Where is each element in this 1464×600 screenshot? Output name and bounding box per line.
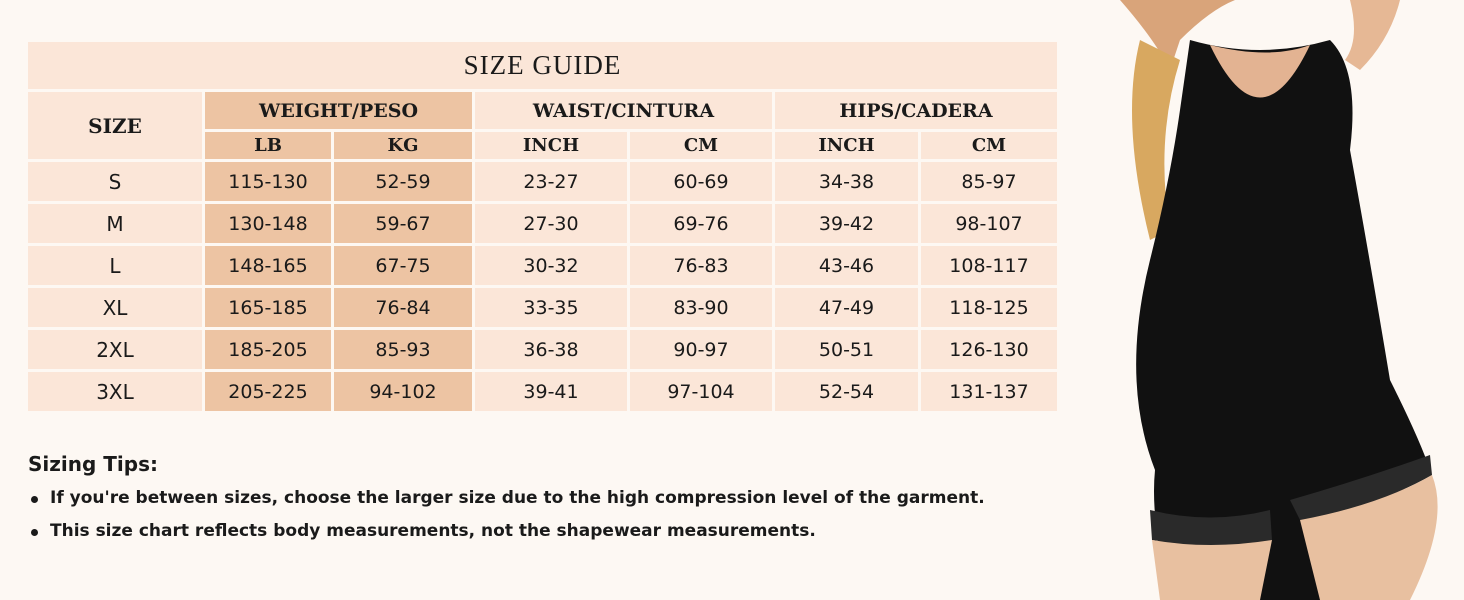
value-cell: 60-69 xyxy=(630,162,772,201)
hips-header: HIPS/CADERA xyxy=(775,92,1057,129)
value-cell: 67-75 xyxy=(334,246,472,285)
value-cell: 118-125 xyxy=(921,288,1057,327)
value-cell: 76-84 xyxy=(334,288,472,327)
tip-item: If you're between sizes, choose the larg… xyxy=(28,488,985,508)
value-cell: 43-46 xyxy=(775,246,918,285)
size-cell: L xyxy=(28,246,202,285)
tip-item: This size chart reflects body measuremen… xyxy=(28,521,985,541)
size-cell: M xyxy=(28,204,202,243)
value-cell: 126-130 xyxy=(921,330,1057,369)
table-row: M 130-148 59-67 27-30 69-76 39-42 98-107 xyxy=(28,204,1057,243)
size-cell: 2XL xyxy=(28,330,202,369)
value-cell: 33-35 xyxy=(475,288,627,327)
value-cell: 39-41 xyxy=(475,372,627,411)
table-row: 3XL 205-225 94-102 39-41 97-104 52-54 131-137 xyxy=(28,372,1057,411)
value-cell: 39-42 xyxy=(775,204,918,243)
value-cell: 76-83 xyxy=(630,246,772,285)
subheader-waist-cm: CM xyxy=(630,132,772,159)
value-cell: 23-27 xyxy=(475,162,627,201)
value-cell: 27-30 xyxy=(475,204,627,243)
subheader-waist-inch: INCH xyxy=(475,132,627,159)
value-cell: 85-97 xyxy=(921,162,1057,201)
waist-header: WAIST/CINTURA xyxy=(475,92,772,129)
size-cell: S xyxy=(28,162,202,201)
value-cell: 97-104 xyxy=(630,372,772,411)
model-photo xyxy=(1120,0,1438,600)
value-cell: 165-185 xyxy=(205,288,331,327)
size-header: SIZE xyxy=(28,92,202,159)
table-row: 2XL 185-205 85-93 36-38 90-97 50-51 126-130 xyxy=(28,330,1057,369)
value-cell: 30-32 xyxy=(475,246,627,285)
value-cell: 90-97 xyxy=(630,330,772,369)
size-cell: XL xyxy=(28,288,202,327)
value-cell: 47-49 xyxy=(775,288,918,327)
table-title: SIZE GUIDE xyxy=(28,42,1057,89)
table-row: XL 165-185 76-84 33-35 83-90 47-49 118-125 xyxy=(28,288,1057,327)
size-guide-table: SIZE GUIDE SIZE WEIGHT/PESO WAIST/CINTUR… xyxy=(25,39,1060,414)
value-cell: 83-90 xyxy=(630,288,772,327)
value-cell: 50-51 xyxy=(775,330,918,369)
value-cell: 69-76 xyxy=(630,204,772,243)
value-cell: 115-130 xyxy=(205,162,331,201)
value-cell: 85-93 xyxy=(334,330,472,369)
size-cell: 3XL xyxy=(28,372,202,411)
value-cell: 34-38 xyxy=(775,162,918,201)
value-cell: 94-102 xyxy=(334,372,472,411)
subheader-hips-inch: INCH xyxy=(775,132,918,159)
value-cell: 98-107 xyxy=(921,204,1057,243)
subheader-kg: KG xyxy=(334,132,472,159)
value-cell: 148-165 xyxy=(205,246,331,285)
value-cell: 205-225 xyxy=(205,372,331,411)
value-cell: 185-205 xyxy=(205,330,331,369)
tips-heading: Sizing Tips: xyxy=(28,452,158,476)
weight-header: WEIGHT/PESO xyxy=(205,92,472,129)
value-cell: 36-38 xyxy=(475,330,627,369)
value-cell: 131-137 xyxy=(921,372,1057,411)
subheader-hips-cm: CM xyxy=(921,132,1057,159)
subheader-lb: LB xyxy=(205,132,331,159)
table-row: L 148-165 67-75 30-32 76-83 43-46 108-117 xyxy=(28,246,1057,285)
value-cell: 59-67 xyxy=(334,204,472,243)
value-cell: 52-54 xyxy=(775,372,918,411)
value-cell: 108-117 xyxy=(921,246,1057,285)
table-row: S 115-130 52-59 23-27 60-69 34-38 85-97 xyxy=(28,162,1057,201)
value-cell: 52-59 xyxy=(334,162,472,201)
sizing-tips: Sizing Tips: If you're between sizes, ch… xyxy=(28,452,985,554)
value-cell: 130-148 xyxy=(205,204,331,243)
